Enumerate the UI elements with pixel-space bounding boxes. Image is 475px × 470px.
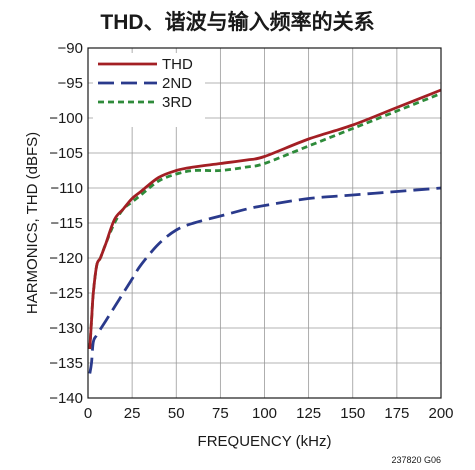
legend-label-2nd: 2ND: [162, 75, 192, 92]
chart-title: THD、谐波与输入频率的关系: [100, 11, 375, 34]
x-tick-label: 0: [84, 405, 92, 422]
x-tick-label: 125: [296, 405, 321, 422]
legend-label-3rd: 3RD: [162, 94, 192, 111]
y-tick-label: −120: [49, 250, 83, 267]
figure-code: 237820 G06: [391, 455, 441, 465]
tick-labels: 0 25 50 75 100 125 150 175 200 −90 −95 −100 −105 −110…: [49, 40, 453, 422]
x-tick-label: 75: [212, 405, 229, 422]
x-tick-label: 50: [168, 405, 185, 422]
plot-frame: [87, 47, 442, 399]
x-tick-label: 200: [428, 405, 453, 422]
x-tick-label: 100: [252, 405, 277, 422]
y-axis-label: HARMONICS, THD (dBFS): [24, 132, 41, 314]
y-tick-label: −90: [58, 40, 83, 57]
y-tick-label: −140: [49, 390, 83, 407]
y-tick-label: −125: [49, 285, 83, 302]
y-tick-label: −135: [49, 355, 83, 372]
series-line-3rd: [88, 92, 442, 350]
series-line-thd: [88, 88, 442, 350]
y-tick-label: −95: [58, 75, 83, 92]
series-line-2nd: [88, 186, 442, 374]
x-axis-label: FREQUENCY (kHz): [198, 433, 332, 450]
legend: THD 2ND 3RD: [93, 53, 205, 127]
y-tick-label: −110: [50, 180, 83, 197]
series-lines: [88, 88, 442, 374]
y-tick-label: −105: [49, 145, 83, 162]
x-tick-label: 150: [340, 405, 365, 422]
y-tick-label: −130: [49, 320, 83, 337]
x-tick-label: 25: [124, 405, 141, 422]
y-tick-label: −100: [49, 110, 83, 127]
legend-label-thd: THD: [162, 56, 193, 73]
x-tick-label: 175: [384, 405, 409, 422]
y-tick-label: −115: [50, 215, 83, 232]
